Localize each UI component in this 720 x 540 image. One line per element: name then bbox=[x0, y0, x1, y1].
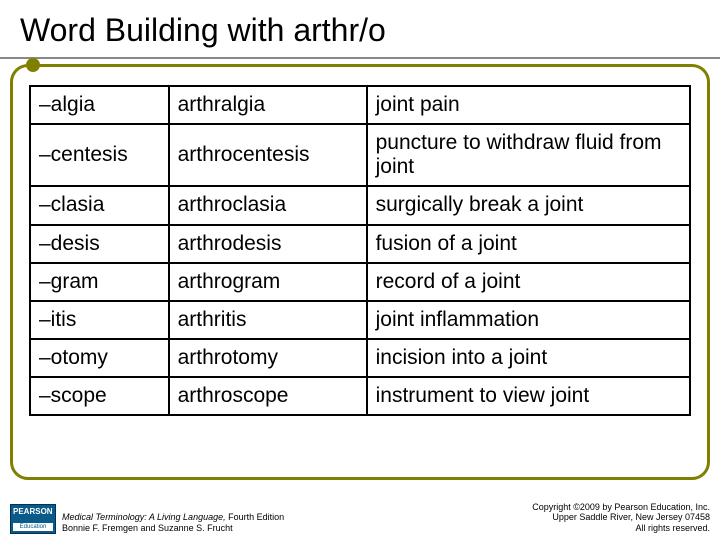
book-title-line: Medical Terminology: A Living Language, … bbox=[62, 512, 284, 523]
cell-word: arthritis bbox=[169, 301, 367, 339]
cell-suffix: –scope bbox=[30, 377, 169, 415]
logo-publisher: PEARSON bbox=[13, 507, 53, 516]
title-bar: Word Building with arthr/o bbox=[0, 0, 720, 59]
cell-definition: fusion of a joint bbox=[367, 225, 690, 263]
slide: Word Building with arthr/o –algia arthra… bbox=[0, 0, 720, 540]
cell-word: arthroclasia bbox=[169, 186, 367, 224]
book-title: Medical Terminology: A Living Language, bbox=[62, 512, 226, 522]
accent-dot-icon bbox=[26, 58, 40, 72]
publisher-logo-icon: PEARSON Education bbox=[10, 504, 56, 534]
cell-definition: puncture to withdraw fluid from joint bbox=[367, 124, 690, 186]
cell-suffix: –desis bbox=[30, 225, 169, 263]
page-title: Word Building with arthr/o bbox=[20, 12, 700, 49]
cell-word: arthrocentesis bbox=[169, 124, 367, 186]
cell-definition: joint pain bbox=[367, 86, 690, 124]
copyright-line: Copyright ©2009 by Pearson Education, In… bbox=[532, 502, 710, 513]
book-edition: Fourth Edition bbox=[226, 512, 285, 522]
cell-suffix: –otomy bbox=[30, 339, 169, 377]
copyright-line: All rights reserved. bbox=[532, 523, 710, 534]
cell-word: arthralgia bbox=[169, 86, 367, 124]
cell-definition: instrument to view joint bbox=[367, 377, 690, 415]
table-row: –scope arthroscope instrument to view jo… bbox=[30, 377, 690, 415]
footer: PEARSON Education Medical Terminology: A… bbox=[10, 502, 710, 534]
footer-left: PEARSON Education Medical Terminology: A… bbox=[10, 504, 284, 534]
table-row: –otomy arthrotomy incision into a joint bbox=[30, 339, 690, 377]
cell-suffix: –clasia bbox=[30, 186, 169, 224]
cell-word: arthrogram bbox=[169, 263, 367, 301]
copyright: Copyright ©2009 by Pearson Education, In… bbox=[532, 502, 710, 534]
cell-word: arthrotomy bbox=[169, 339, 367, 377]
cell-suffix: –gram bbox=[30, 263, 169, 301]
cell-definition: surgically break a joint bbox=[367, 186, 690, 224]
cell-definition: joint inflammation bbox=[367, 301, 690, 339]
book-authors: Bonnie F. Fremgen and Suzanne S. Frucht bbox=[62, 523, 284, 534]
cell-definition: incision into a joint bbox=[367, 339, 690, 377]
table-row: –desis arthrodesis fusion of a joint bbox=[30, 225, 690, 263]
table-row: –clasia arthroclasia surgically break a … bbox=[30, 186, 690, 224]
content-frame: –algia arthralgia joint pain –centesis a… bbox=[10, 64, 710, 480]
cell-suffix: –centesis bbox=[30, 124, 169, 186]
cell-word: arthrodesis bbox=[169, 225, 367, 263]
table-row: –centesis arthrocentesis puncture to wit… bbox=[30, 124, 690, 186]
table-row: –algia arthralgia joint pain bbox=[30, 86, 690, 124]
cell-word: arthroscope bbox=[169, 377, 367, 415]
word-building-table: –algia arthralgia joint pain –centesis a… bbox=[29, 85, 691, 416]
cell-definition: record of a joint bbox=[367, 263, 690, 301]
table-row: –gram arthrogram record of a joint bbox=[30, 263, 690, 301]
copyright-line: Upper Saddle River, New Jersey 07458 bbox=[532, 512, 710, 523]
cell-suffix: –itis bbox=[30, 301, 169, 339]
cell-suffix: –algia bbox=[30, 86, 169, 124]
book-info: Medical Terminology: A Living Language, … bbox=[62, 512, 284, 534]
logo-sub: Education bbox=[13, 523, 53, 531]
table-row: –itis arthritis joint inflammation bbox=[30, 301, 690, 339]
